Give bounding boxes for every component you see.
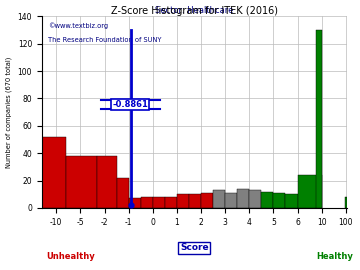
Bar xyxy=(66,156,96,208)
Text: -0.8861: -0.8861 xyxy=(112,100,148,109)
Bar xyxy=(261,191,273,208)
Bar xyxy=(237,189,249,208)
Text: ©www.textbiz.org: ©www.textbiz.org xyxy=(48,22,108,29)
Bar xyxy=(297,175,321,208)
Bar xyxy=(165,197,177,208)
Bar xyxy=(345,197,347,208)
Bar xyxy=(42,137,66,208)
Bar xyxy=(117,178,129,208)
Text: The Research Foundation of SUNY: The Research Foundation of SUNY xyxy=(48,38,161,43)
Bar xyxy=(225,193,237,208)
Text: Unhealthy: Unhealthy xyxy=(46,252,95,261)
Bar xyxy=(189,194,201,208)
Bar xyxy=(177,194,189,208)
Bar xyxy=(213,190,225,208)
Bar xyxy=(141,197,153,208)
Bar xyxy=(201,193,213,208)
Text: Sector: Healthcare: Sector: Healthcare xyxy=(155,6,233,15)
Y-axis label: Number of companies (670 total): Number of companies (670 total) xyxy=(5,56,12,168)
Bar xyxy=(316,30,322,208)
Bar xyxy=(249,190,261,208)
Bar xyxy=(273,193,285,208)
Bar xyxy=(129,198,141,208)
Bar xyxy=(153,197,165,208)
Bar xyxy=(285,194,297,208)
X-axis label: Score: Score xyxy=(180,243,208,252)
Text: Healthy: Healthy xyxy=(316,252,354,261)
Bar xyxy=(96,156,117,208)
Title: Z-Score Histogram for ITEK (2016): Z-Score Histogram for ITEK (2016) xyxy=(111,6,278,16)
